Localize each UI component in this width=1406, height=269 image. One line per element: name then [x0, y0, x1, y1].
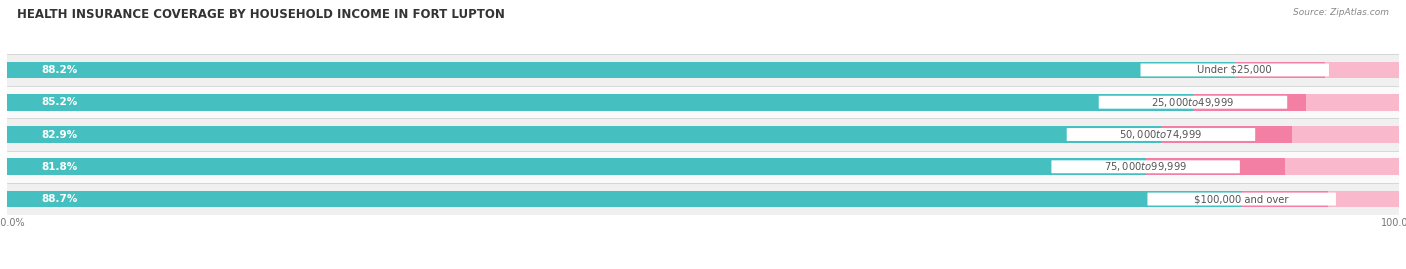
Text: 81.8%: 81.8% [42, 162, 79, 172]
Bar [7, 94, 1192, 111]
Bar [1161, 126, 1292, 143]
Bar [1192, 94, 1306, 111]
Text: HEALTH INSURANCE COVERAGE BY HOUSEHOLD INCOME IN FORT LUPTON: HEALTH INSURANCE COVERAGE BY HOUSEHOLD I… [17, 8, 505, 21]
Text: 88.2%: 88.2% [42, 65, 79, 75]
Bar [1241, 191, 1329, 207]
Bar [7, 118, 1399, 151]
Bar [7, 183, 1399, 215]
Bar [7, 158, 1146, 175]
Bar [1234, 62, 1324, 78]
Bar [1192, 94, 1399, 111]
FancyBboxPatch shape [1067, 128, 1256, 141]
Bar [1241, 191, 1399, 207]
Text: $75,000 to $99,999: $75,000 to $99,999 [1104, 160, 1187, 173]
Text: 85.2%: 85.2% [42, 97, 79, 107]
Text: $25,000 to $49,999: $25,000 to $49,999 [1152, 96, 1234, 109]
FancyBboxPatch shape [1052, 160, 1240, 173]
Bar [7, 54, 1399, 86]
Text: Source: ZipAtlas.com: Source: ZipAtlas.com [1294, 8, 1389, 17]
Bar [7, 86, 1399, 118]
Bar [1161, 126, 1399, 143]
FancyBboxPatch shape [1147, 193, 1336, 206]
FancyBboxPatch shape [1140, 63, 1329, 76]
FancyBboxPatch shape [1098, 96, 1288, 109]
Text: $50,000 to $74,999: $50,000 to $74,999 [1119, 128, 1202, 141]
Text: 88.7%: 88.7% [42, 194, 79, 204]
Text: 82.9%: 82.9% [42, 129, 77, 140]
Bar [7, 62, 1234, 78]
Bar [1146, 158, 1285, 175]
Bar [7, 151, 1399, 183]
Bar [7, 191, 1241, 207]
Text: Under $25,000: Under $25,000 [1198, 65, 1272, 75]
Bar [7, 126, 1161, 143]
Bar [1234, 62, 1399, 78]
Bar [1146, 158, 1399, 175]
Text: $100,000 and over: $100,000 and over [1195, 194, 1289, 204]
